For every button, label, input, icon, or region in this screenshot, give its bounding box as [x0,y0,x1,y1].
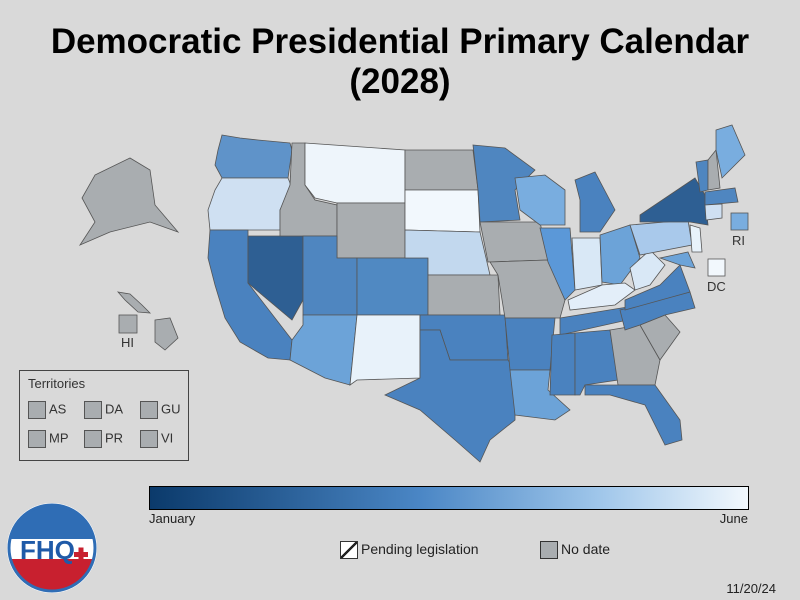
territory-label: AS [49,401,67,417]
date-stamp: 11/20/24 [726,581,776,596]
legend-nodate-label: No date [561,541,611,557]
title-line-1: Democratic Presidential Primary Calendar [50,22,750,61]
state-ak [78,157,180,246]
territory-label: VI [161,430,174,446]
state-va [624,264,691,311]
state-wy [336,202,406,259]
state-nh [707,148,721,191]
state-ma [704,187,739,206]
state-dc-box [707,258,726,277]
territory-swatch [84,401,102,419]
territory-pr: PR [84,430,123,448]
state-md [658,251,696,269]
gradient-end-label: June [719,511,748,526]
state-ms [549,332,576,396]
territory-da: DA [84,401,123,419]
state-ny [639,177,709,226]
territories-legend: Territories AS DA GU MP PR VI [19,370,189,461]
territory-label: DA [105,401,124,417]
state-sd [404,189,481,233]
territory-swatch [84,430,102,448]
legend-pending-label: Pending legislation [361,541,479,557]
gradient-start-label: January [149,511,196,526]
state-label-ri: RI [732,233,745,248]
territory-swatch [28,401,46,419]
state-nd [404,149,479,191]
territory-swatch [140,401,158,419]
territory-swatch [28,430,46,448]
logo-text: FHQ [20,535,75,565]
territories-heading: Territories [28,376,86,391]
legend-pending: Pending legislation [340,541,479,560]
territory-label: MP [49,430,69,446]
state-in [571,237,603,291]
state-nj [689,224,703,253]
state-fl [584,384,683,446]
state-mn [472,144,536,223]
state-tx [384,329,516,463]
state-label-dc: DC [707,279,726,294]
state-nm [349,314,421,386]
territory-label: PR [105,430,124,446]
territory-vi: VI [140,430,173,448]
state-mi [574,171,616,233]
state-hi-islands [116,291,152,314]
title-line-2: (2028) [349,62,451,101]
state-az [289,314,358,386]
territory-mp: MP [28,430,69,448]
state-la [509,369,571,421]
state-ks [427,274,501,316]
territory-swatch [140,430,158,448]
state-il [539,227,576,301]
map-title: Democratic Presidential Primary Calendar… [0,22,800,102]
state-pa [629,219,693,256]
state-wi [514,174,566,226]
state-mt [304,142,406,204]
state-wa [214,134,293,179]
color-gradient-bar [149,486,749,510]
state-hi-main [154,317,179,351]
legend-nodate: No date [540,541,611,560]
state-oh [599,224,641,286]
state-label-hi: HI [121,335,134,350]
state-or [207,177,293,231]
pending-hatch-icon [340,541,358,560]
territory-label: GU [161,401,181,417]
state-hi-box [118,314,138,334]
fhq-logo: FHQ [7,503,97,593]
nodate-swatch-icon [540,541,558,560]
territory-as: AS [28,401,66,419]
state-ar [504,317,556,371]
state-me [715,124,746,179]
state-co [356,257,429,316]
state-ri-box [730,212,749,231]
state-ia [479,221,549,263]
territory-gu: GU [140,401,181,419]
state-ct [704,203,723,221]
